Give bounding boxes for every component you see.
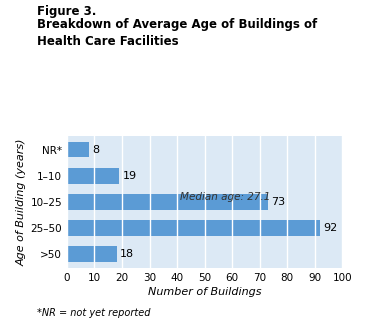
Bar [67,142,89,157]
Y-axis label: Age of Building (years): Age of Building (years) [16,138,26,266]
Bar [67,246,116,262]
Text: *NR = not yet reported: *NR = not yet reported [37,308,151,318]
Text: Median age: 27.1: Median age: 27.1 [180,192,270,202]
Text: Figure 3.: Figure 3. [37,5,97,18]
Bar [67,220,320,236]
Bar [67,194,268,210]
Text: 92: 92 [324,223,338,233]
Text: 18: 18 [120,249,134,259]
Text: Breakdown of Average Age of Buildings of
Health Care Facilities: Breakdown of Average Age of Buildings of… [37,18,317,48]
X-axis label: Number of Buildings: Number of Buildings [148,287,262,297]
Text: 73: 73 [271,197,285,207]
Bar [67,168,119,183]
Text: 19: 19 [122,171,137,181]
Text: 8: 8 [92,144,99,154]
